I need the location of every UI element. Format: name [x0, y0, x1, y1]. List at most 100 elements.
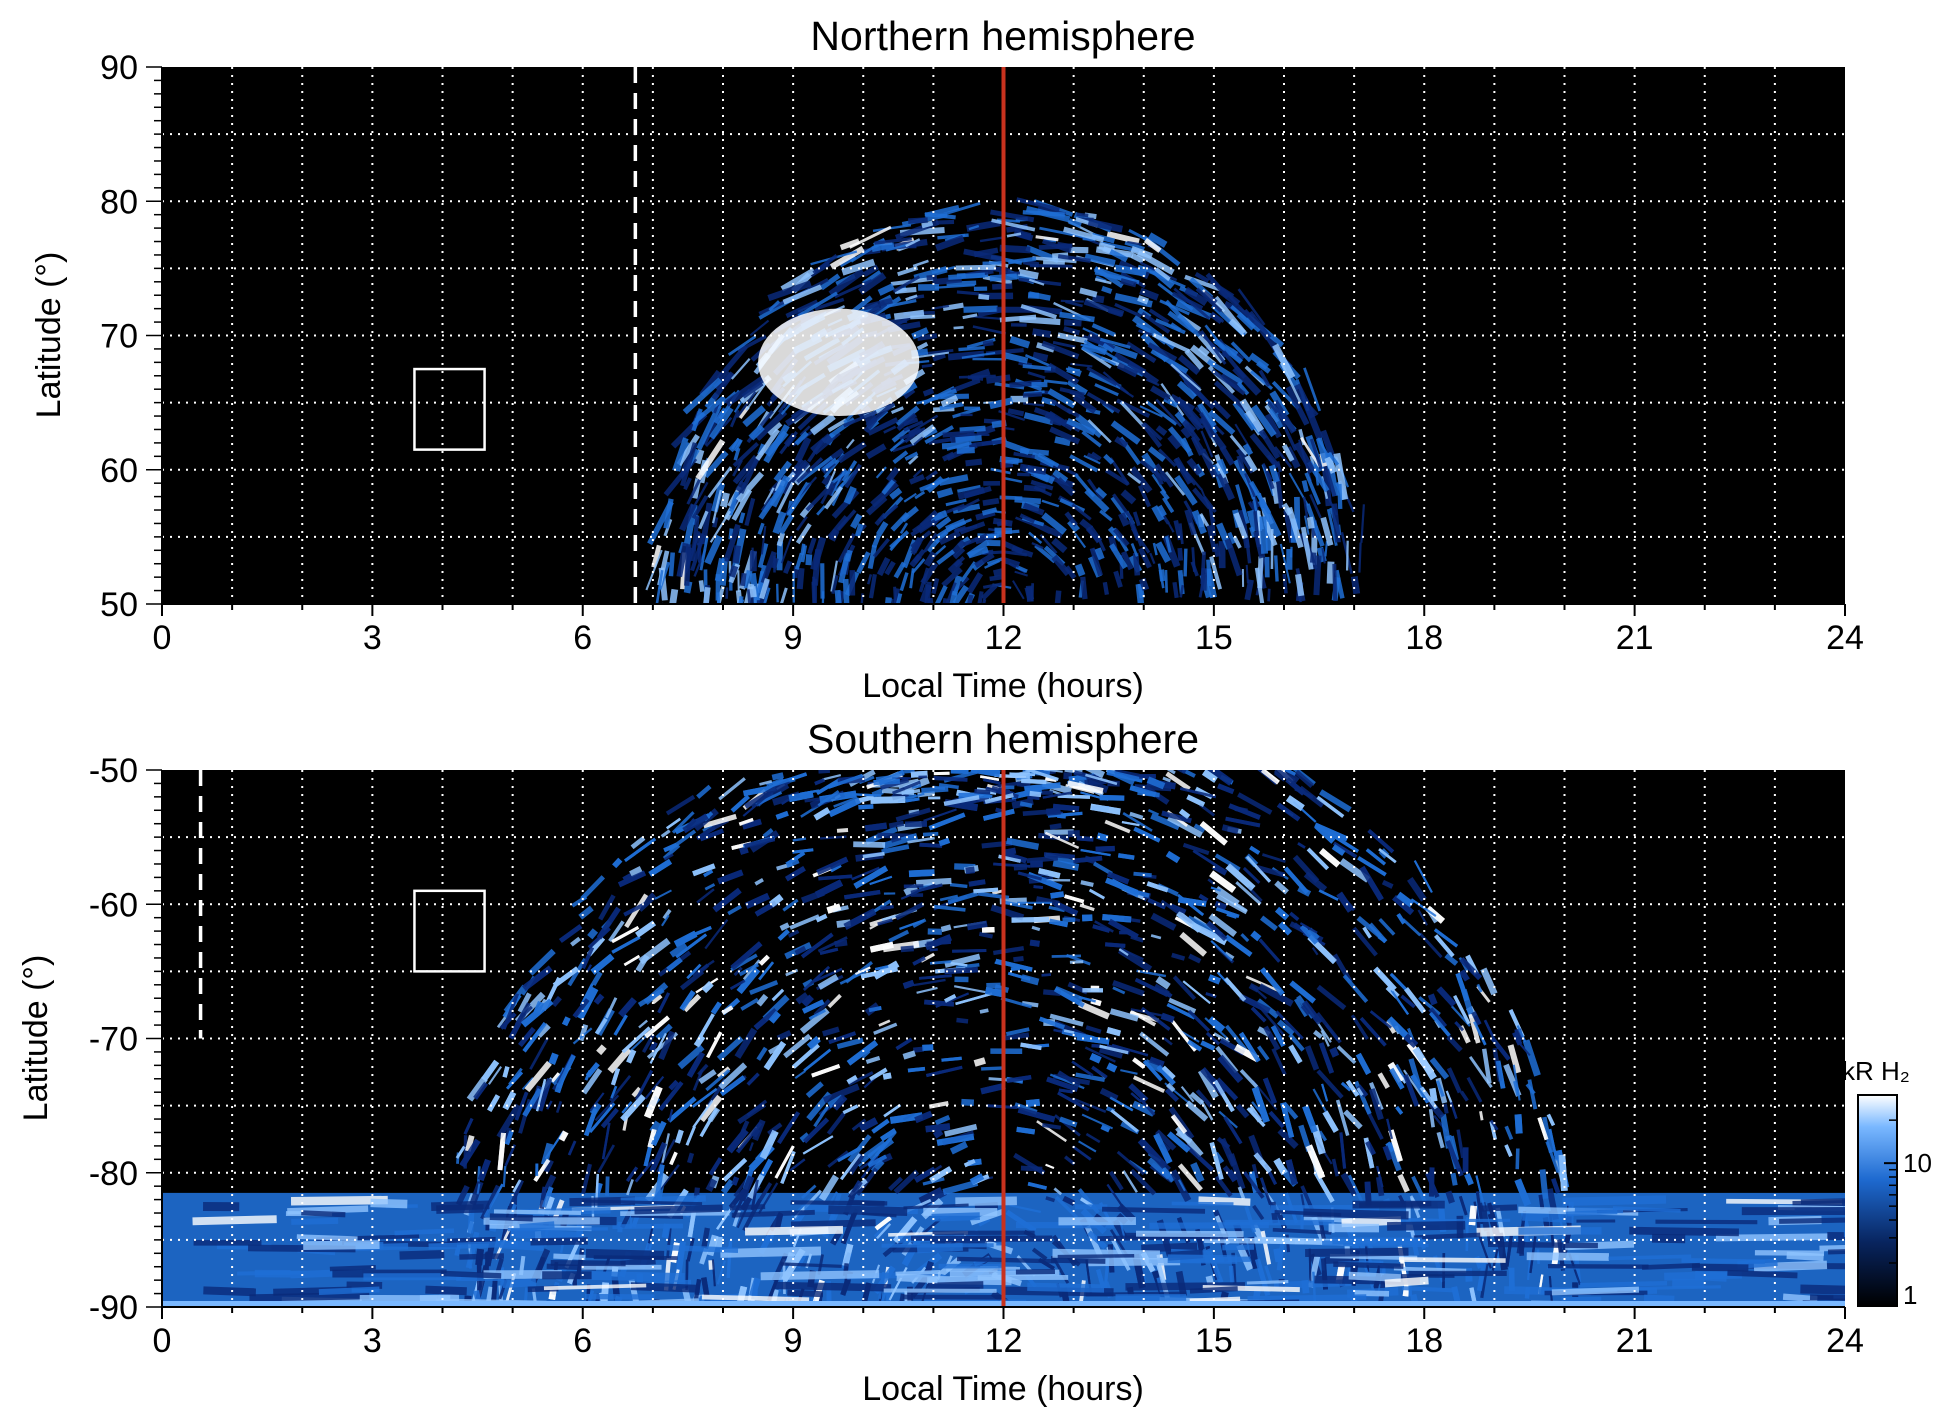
- emission-streak: [665, 1227, 672, 1261]
- emission-streak: [1147, 446, 1166, 462]
- emission-streak: [645, 549, 663, 591]
- emission-streak: [845, 438, 855, 449]
- emission-streak: [1504, 1125, 1514, 1141]
- emission-streak: [851, 793, 882, 797]
- emission-streak: [836, 1037, 864, 1050]
- emission-streak: [979, 236, 1004, 243]
- emission-streak: [867, 417, 899, 436]
- emission-streak: [912, 468, 923, 479]
- emission-streak: [696, 888, 715, 904]
- emission-streak: [630, 836, 646, 850]
- emission-streak: [767, 1122, 783, 1136]
- emission-streak: [858, 1117, 879, 1132]
- emission-streak: [1166, 770, 1176, 775]
- emission-streak: [905, 797, 920, 803]
- emission-streak: [727, 904, 742, 916]
- emission-streak: [1087, 419, 1112, 444]
- emission-streak: [945, 518, 967, 532]
- emission-streak: [1049, 426, 1081, 445]
- emission-streak: [939, 388, 958, 399]
- emission-streak: [826, 1112, 846, 1136]
- emission-streak: [1050, 1255, 1106, 1264]
- emission-streak: [796, 567, 805, 590]
- emission-streak: [821, 473, 834, 487]
- emission-streak: [507, 1227, 608, 1232]
- emission-streak: [992, 946, 1025, 956]
- emission-streak: [776, 541, 784, 571]
- emission-streak: [1130, 1092, 1142, 1103]
- emission-streak: [1522, 1211, 1574, 1223]
- emission-streak: [567, 1140, 577, 1156]
- emission-streak: [982, 497, 1000, 506]
- emission-streak: [546, 1100, 553, 1110]
- emission-streak: [1279, 543, 1291, 584]
- emission-streak: [1071, 1060, 1094, 1077]
- emission-streak: [502, 1278, 537, 1288]
- emission-streak: [726, 1128, 749, 1154]
- emission-streak: [737, 334, 767, 353]
- emission-streak: [657, 992, 671, 1014]
- emission-streak: [966, 920, 988, 931]
- emission-streak: [754, 878, 764, 886]
- emission-streak: [1428, 1167, 1435, 1197]
- emission-streak: [1029, 939, 1040, 947]
- emission-streak: [990, 209, 1035, 223]
- emission-streak: [1184, 1143, 1214, 1172]
- emission-streak: [1026, 855, 1059, 864]
- northern-title: Northern hemisphere: [810, 13, 1195, 59]
- emission-streak: [1033, 485, 1053, 497]
- emission-streak: [869, 923, 879, 930]
- emission-streak: [1205, 1031, 1221, 1046]
- emission-streak: [1065, 367, 1081, 372]
- emission-streak: [1538, 1194, 1545, 1210]
- emission-streak: [1101, 285, 1113, 295]
- emission-streak: [1464, 1173, 1474, 1186]
- emission-streak: [939, 894, 959, 902]
- emission-streak: [1036, 1120, 1068, 1143]
- emission-streak: [720, 492, 730, 508]
- emission-streak: [621, 1026, 651, 1054]
- emission-streak: [1580, 1280, 1668, 1288]
- emission-streak: [249, 1291, 370, 1302]
- emission-streak: [1289, 911, 1300, 921]
- emission-streak: [1253, 510, 1261, 548]
- emission-streak: [794, 552, 804, 570]
- emission-streak: [1293, 998, 1308, 1018]
- emission-streak: [730, 941, 763, 971]
- emission-streak: [872, 960, 900, 980]
- emission-streak: [848, 1199, 885, 1207]
- emission-streak: [947, 558, 964, 574]
- emission-streak: [685, 1125, 696, 1146]
- emission-streak: [941, 441, 970, 450]
- emission-streak: [783, 1033, 812, 1059]
- emission-streak: [896, 1273, 938, 1284]
- emission-streak: [1228, 803, 1261, 820]
- emission-streak: [746, 1072, 760, 1086]
- emission-streak: [1185, 1100, 1209, 1122]
- emission-streak: [1259, 967, 1285, 996]
- emission-streak: [1145, 400, 1178, 426]
- emission-streak: [941, 567, 963, 588]
- emission-streak: [519, 1221, 555, 1231]
- emission-streak: [1197, 345, 1210, 357]
- emission-streak: [1016, 1126, 1036, 1135]
- emission-streak: [669, 588, 679, 604]
- y-tick-label: -60: [89, 886, 138, 924]
- emission-streak: [1147, 897, 1167, 910]
- emission-streak: [841, 258, 876, 276]
- emission-streak: [736, 967, 761, 995]
- emission-streak: [827, 418, 848, 433]
- y-tick-label: -90: [89, 1289, 138, 1327]
- emission-streak: [1138, 329, 1153, 336]
- emission-streak: [743, 784, 776, 797]
- emission-streak: [1316, 1069, 1344, 1099]
- emission-streak: [796, 464, 811, 479]
- emission-streak: [1031, 1247, 1048, 1261]
- emission-streak: [999, 314, 1037, 323]
- emission-streak: [799, 425, 811, 437]
- emission-streak: [1106, 1027, 1122, 1037]
- emission-streak: [735, 1121, 763, 1154]
- emission-streak: [1106, 231, 1140, 245]
- emission-streak: [877, 283, 895, 296]
- emission-streak: [1244, 579, 1254, 601]
